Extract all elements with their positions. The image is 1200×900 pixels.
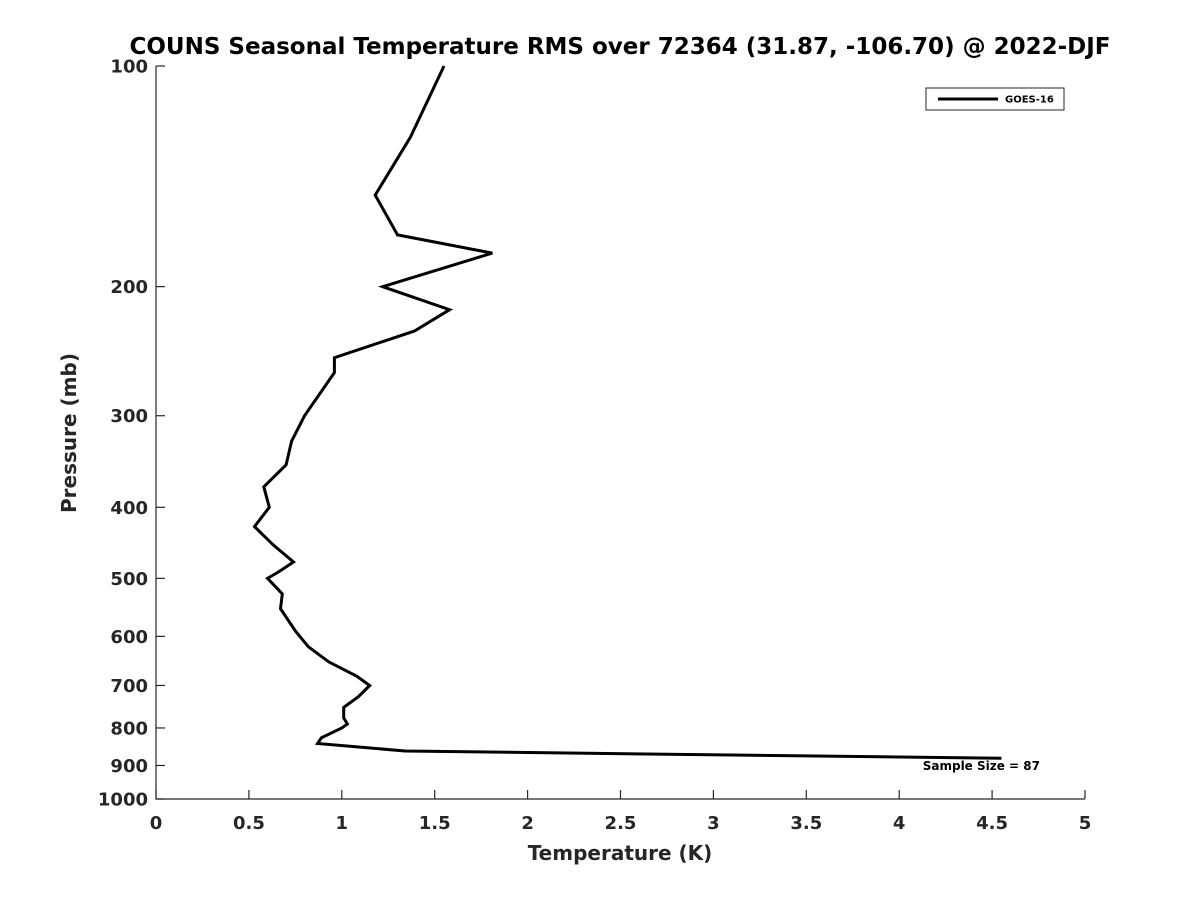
x-axis-ticks: 0 0.5 1 1.5 2 2.5 3 3.5 4 4.5 5 xyxy=(150,790,1092,834)
x-tick-label: 3.5 xyxy=(790,813,822,834)
y-tick-label: 900 xyxy=(110,756,148,777)
series-layer xyxy=(252,65,1002,760)
x-tick-label: 4.5 xyxy=(976,813,1008,834)
x-tick-label: 2 xyxy=(521,813,534,834)
x-tick-label: 5 xyxy=(1079,813,1092,834)
y-tick-label: 500 xyxy=(110,569,148,590)
sample-size-annotation: Sample Size = 87 xyxy=(923,759,1040,773)
y-tick-label: 200 xyxy=(110,277,148,298)
chart-title: COUNS Seasonal Temperature RMS over 7236… xyxy=(129,34,1110,60)
y-axis-ticks: 100 200 300 400 500 600 700 800 900 1000 xyxy=(98,57,165,811)
y-tick-label: 1000 xyxy=(98,790,148,811)
legend: GOES-16 xyxy=(925,87,1065,111)
legend-entry-goes-16: GOES-16 xyxy=(1005,95,1054,106)
plot-area: 0 0.5 1 1.5 2 2.5 3 3.5 4 4.5 5 100 200 300 400 500 600… xyxy=(98,57,1091,835)
y-tick-label: 600 xyxy=(110,627,148,648)
x-axis-label: Temperature (K) xyxy=(528,841,713,865)
series-line-goes-16 xyxy=(252,65,1002,760)
y-tick-label: 700 xyxy=(110,676,148,697)
y-tick-label: 400 xyxy=(110,498,148,519)
x-tick-label: 3 xyxy=(707,813,720,834)
y-tick-label: 300 xyxy=(110,406,148,427)
x-tick-label: 2.5 xyxy=(605,813,637,834)
y-axis-label: Pressure (mb) xyxy=(57,353,81,513)
x-tick-label: 0.5 xyxy=(233,813,265,834)
y-tick-label: 800 xyxy=(110,718,148,739)
x-tick-label: 0 xyxy=(150,813,163,834)
y-tick-label: 100 xyxy=(110,57,148,78)
x-tick-label: 1.5 xyxy=(419,813,451,834)
x-tick-label: 4 xyxy=(893,813,906,834)
x-tick-label: 1 xyxy=(336,813,349,834)
